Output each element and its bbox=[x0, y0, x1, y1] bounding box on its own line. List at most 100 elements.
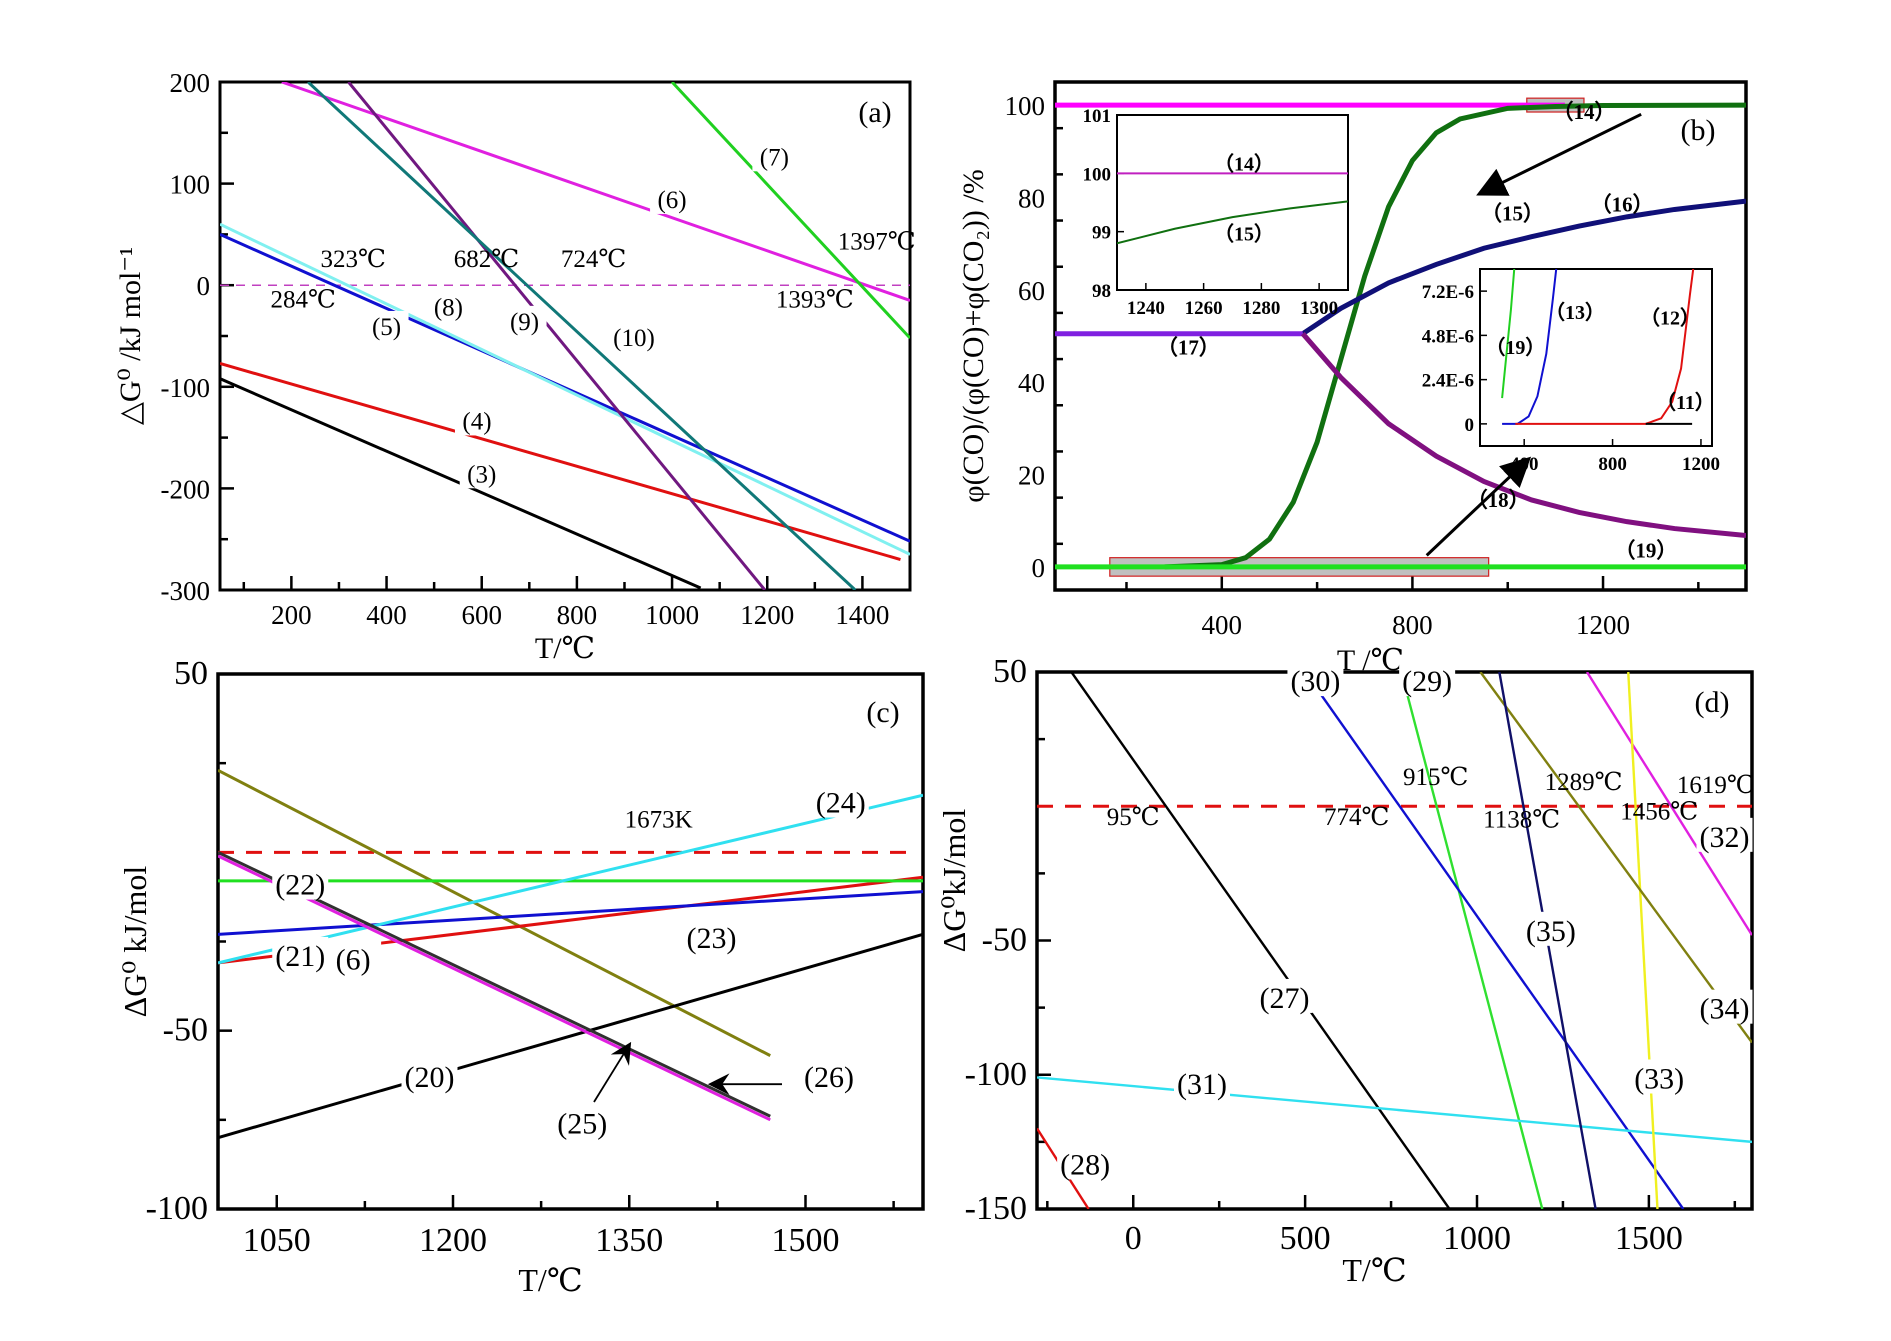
series-label-6: (6) bbox=[657, 187, 686, 214]
series-line-18 bbox=[1300, 332, 1746, 538]
series-label-32: (32) bbox=[1700, 821, 1750, 854]
temperature-annotation: 1619℃ bbox=[1677, 772, 1755, 799]
x-axis-title: T/℃ bbox=[518, 1262, 582, 1298]
temperature-annotation: 95℃ bbox=[1107, 804, 1160, 831]
inset-y-tick-label: 98 bbox=[1092, 281, 1111, 302]
inset-x-tick-label: 1240 bbox=[1127, 298, 1165, 319]
arrow-to-bottom-inset bbox=[1425, 456, 1532, 557]
y-tick-label: 50 bbox=[174, 655, 208, 692]
panel-label-d: (d) bbox=[1695, 686, 1730, 719]
inset-series-line-15 bbox=[1117, 200, 1348, 245]
label-gap bbox=[554, 1104, 611, 1139]
x-tick-label: 200 bbox=[271, 600, 312, 630]
label-gap bbox=[612, 322, 656, 353]
inset-x-tick-label: 1300 bbox=[1300, 298, 1338, 319]
y-tick-label: 0 bbox=[197, 271, 211, 301]
x-tick-label: 800 bbox=[1392, 610, 1433, 640]
inset-y-tick-label: 2.4E-6 bbox=[1422, 371, 1474, 392]
series-line-16 bbox=[1301, 198, 1746, 336]
inset-frame bbox=[1479, 268, 1713, 447]
y-tick-label: -50 bbox=[163, 1012, 208, 1049]
y-tick-label: -150 bbox=[965, 1190, 1027, 1227]
temperature-annotation: 774℃ bbox=[1324, 804, 1389, 831]
y-tick-label: -200 bbox=[161, 474, 211, 504]
y-tick-label: 80 bbox=[1018, 183, 1045, 213]
y-tick-label: 60 bbox=[1018, 276, 1045, 306]
x-tick-label: 400 bbox=[1202, 610, 1243, 640]
label-gap bbox=[401, 1058, 458, 1093]
series-label-4: (4) bbox=[462, 408, 491, 435]
temperature-annotation: 682℃ bbox=[454, 246, 519, 273]
inset-series-label-14: （14） bbox=[1214, 152, 1274, 175]
temperature-annotation: 1393℃ bbox=[776, 287, 854, 314]
label-gap bbox=[1399, 662, 1456, 697]
y-axis-title: ΔG⁰ kJ/mol bbox=[117, 866, 153, 1018]
x-tick-label: 0 bbox=[1125, 1220, 1142, 1257]
plot-frame bbox=[218, 80, 912, 592]
inset-bottom: 400 800 1200 0 2.4E-6 4.8E-6 7.2E-6 （19）（13） （12… bbox=[1422, 268, 1720, 475]
temperature-annotation: 1397℃ bbox=[838, 229, 916, 256]
label-gap bbox=[364, 310, 409, 341]
label-gap bbox=[1522, 911, 1579, 946]
inset-series-label-13: （13） bbox=[1545, 301, 1605, 324]
temperature-annotation: 284℃ bbox=[271, 287, 336, 314]
series-label-16: （16） bbox=[1591, 192, 1654, 216]
y-tick-label: -300 bbox=[161, 576, 211, 606]
inset-y-tick-label: 99 bbox=[1092, 223, 1111, 244]
label-gap bbox=[1256, 978, 1313, 1013]
series-label-30: (30) bbox=[1290, 665, 1340, 698]
x-tick-label: 1200 bbox=[419, 1222, 487, 1259]
y-axis-title: ΔG⁰kJ/mol bbox=[936, 809, 972, 953]
arrow-to-top-inset bbox=[1476, 112, 1642, 196]
panel-label-a: (a) bbox=[858, 96, 891, 129]
label-gap bbox=[502, 305, 547, 336]
inset-x-tick-label: 1260 bbox=[1185, 298, 1223, 319]
temperature-annotation: 724℃ bbox=[561, 246, 626, 273]
temperature-annotation: 1673K bbox=[625, 806, 693, 833]
label-gap bbox=[812, 783, 869, 818]
label-gap bbox=[650, 183, 695, 214]
x-tick-label: 1000 bbox=[645, 600, 699, 630]
y-axis-title: △G⁰ /kJ mol⁻¹ bbox=[114, 247, 147, 425]
temperature-annotation: 1456℃ bbox=[1620, 799, 1698, 826]
y-tick-label: 0 bbox=[1032, 553, 1046, 583]
x-tick-label: 800 bbox=[557, 600, 598, 630]
inset-frame bbox=[1116, 114, 1349, 291]
series-label-23: (23) bbox=[687, 922, 737, 955]
series-label-27: (27) bbox=[1260, 982, 1310, 1015]
series-line-25 bbox=[218, 854, 771, 1122]
series-line-15 bbox=[1164, 102, 1746, 570]
inset-y-tick-label: 7.2E-6 bbox=[1422, 282, 1474, 303]
y-tick-label: 100 bbox=[170, 170, 211, 200]
x-tick-label: 400 bbox=[366, 600, 407, 630]
temperature-annotation: 1138℃ bbox=[1483, 807, 1560, 834]
inset-y-tick-label: 4.8E-6 bbox=[1422, 326, 1474, 347]
series-line-29 bbox=[1400, 672, 1544, 1209]
series-line-8 bbox=[220, 222, 910, 556]
series-label-34: (34) bbox=[1700, 993, 1750, 1026]
panel-d: 0 500 1000 1500 -150 -100 -50 50 (27) (28) (29) (30… bbox=[936, 653, 1755, 1288]
panel-b: 400 800 1200 0 20 40 60 80 100 （14） （15） （16） （17） （1… bbox=[957, 80, 1748, 677]
inset-series-label-12: （12） bbox=[1640, 306, 1700, 329]
series-line-31 bbox=[1037, 1076, 1752, 1144]
inset-series-label-15: （15） bbox=[1214, 222, 1274, 245]
series-label-29: (29) bbox=[1402, 665, 1452, 698]
series-label-3: (3) bbox=[467, 461, 496, 488]
temperature-annotation: 915℃ bbox=[1403, 764, 1468, 791]
label-gap bbox=[426, 291, 471, 322]
series-label-15: （15） bbox=[1481, 202, 1544, 226]
inset-y-tick-label: 101 bbox=[1083, 106, 1112, 127]
series-label-28: (28) bbox=[1060, 1148, 1110, 1181]
series-line-9 bbox=[347, 82, 767, 590]
label-gap bbox=[1057, 1145, 1114, 1180]
temperature-annotation: 1289℃ bbox=[1545, 769, 1623, 796]
series-label-20: (20) bbox=[405, 1061, 455, 1094]
series-line-7 bbox=[670, 82, 910, 340]
inset-y-tick-label: 100 bbox=[1083, 164, 1112, 185]
y-tick-label: 40 bbox=[1018, 368, 1045, 398]
inset-x-tick-label: 400 bbox=[1510, 454, 1539, 475]
x-tick-label: 1000 bbox=[1443, 1220, 1511, 1257]
label-gap bbox=[459, 458, 504, 489]
series-line-24 bbox=[218, 793, 923, 965]
x-axis-title: T/℃ bbox=[1342, 1252, 1406, 1288]
